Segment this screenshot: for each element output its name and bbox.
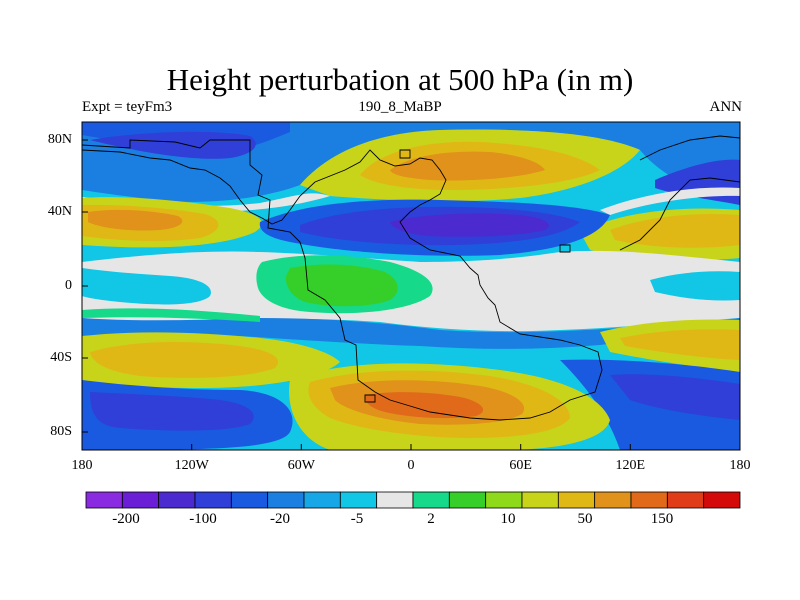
- colorbar-box: [121, 491, 160, 509]
- colorbar: [85, 491, 741, 509]
- neg-region: [610, 374, 740, 420]
- lon-tick-120e: 120E: [615, 458, 646, 473]
- colorbar-box: [230, 491, 269, 509]
- colorbar-box: [85, 491, 123, 509]
- colorbar-box: [594, 491, 632, 509]
- lon-tick-180w: 180: [71, 458, 93, 473]
- colorbar-box: [194, 491, 232, 509]
- neg-region: [650, 271, 740, 301]
- lon-tick-60w: 60W: [287, 458, 315, 473]
- colorbar-box: [303, 491, 341, 509]
- neg-region: [90, 131, 256, 159]
- season-label: ANN: [709, 99, 743, 115]
- colorbar-box: [485, 491, 523, 509]
- colorbar-box: [376, 491, 414, 509]
- coastlines: [82, 135, 740, 421]
- colorbar-box: [267, 491, 305, 509]
- pos-region: [364, 392, 484, 419]
- lat-tick-80n: 80N: [47, 132, 72, 147]
- colorbar-label: -20: [270, 511, 290, 527]
- colorbar-box: [666, 491, 705, 509]
- colorbar-box: [703, 491, 741, 509]
- lat-tick-40s: 40S: [50, 350, 72, 365]
- lon-tick-60e: 60E: [509, 458, 532, 473]
- time-label: 190_8_MaBP: [358, 99, 442, 115]
- lat-tick-40n: 40N: [47, 204, 72, 219]
- near-zero-band: [600, 187, 740, 215]
- pos-region: [620, 329, 740, 360]
- colorbar-label: -200: [112, 511, 140, 527]
- colorbar-label: 50: [577, 511, 593, 527]
- colorbar-label: 150: [650, 511, 674, 527]
- near-zero-band: [82, 308, 260, 322]
- lon-tick-180e: 180: [729, 458, 751, 473]
- colorbar-box: [158, 491, 196, 509]
- colorbar-label: -5: [350, 511, 364, 527]
- lon-tick-120w: 120W: [174, 458, 209, 473]
- contour-field: [82, 122, 740, 450]
- pos-region: [90, 342, 279, 378]
- axis-ticks: [82, 139, 631, 450]
- colorbar-box: [448, 491, 487, 509]
- experiment-label: Expt = teyFm3: [82, 99, 173, 115]
- colorbar-box: [412, 491, 450, 509]
- colorbar-box: [630, 491, 668, 509]
- pos-region: [390, 151, 545, 181]
- colorbar-label: -100: [189, 511, 217, 527]
- neg-region: [390, 213, 549, 237]
- colorbar-box: [339, 491, 378, 509]
- lat-tick-80s: 80S: [50, 424, 72, 439]
- pos-region: [285, 264, 398, 307]
- colorbar-label: 10: [500, 511, 516, 527]
- colorbar-box: [557, 491, 596, 509]
- lat-tick-0: 0: [65, 278, 72, 293]
- pos-region: [88, 209, 183, 231]
- lon-tick-0: 0: [407, 458, 415, 473]
- colorbar-box: [521, 491, 559, 509]
- pos-region: [610, 213, 740, 248]
- neg-region: [90, 392, 254, 431]
- neg-band-south: [82, 318, 740, 349]
- neg-region: [82, 268, 211, 305]
- colorbar-label: 2: [427, 511, 435, 527]
- plot-title: Height perturbation at 500 hPa (in m): [166, 62, 634, 97]
